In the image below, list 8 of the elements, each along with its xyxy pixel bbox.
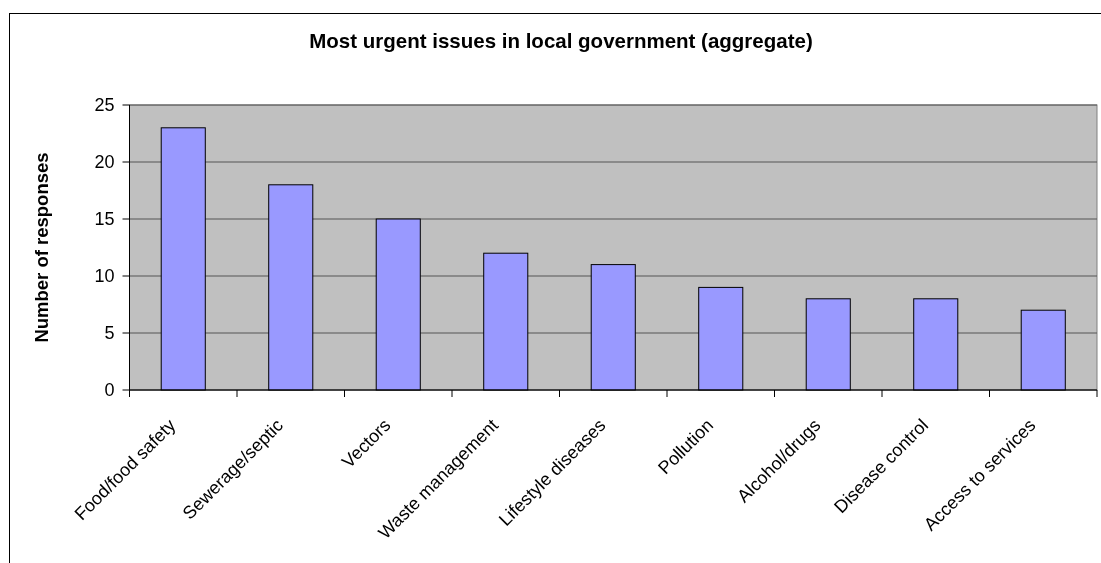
y-tick-label: 5 — [104, 323, 115, 344]
y-axis-title: Number of responses — [31, 152, 52, 343]
y-tick-label: 20 — [94, 152, 115, 173]
y-tick-label: 0 — [104, 380, 115, 401]
chart-title: Most urgent issues in local government (aggregate) — [309, 29, 813, 52]
y-tick-label: 25 — [94, 95, 115, 116]
y-tick-label: 15 — [94, 209, 115, 230]
y-tick-label: 10 — [94, 266, 115, 287]
